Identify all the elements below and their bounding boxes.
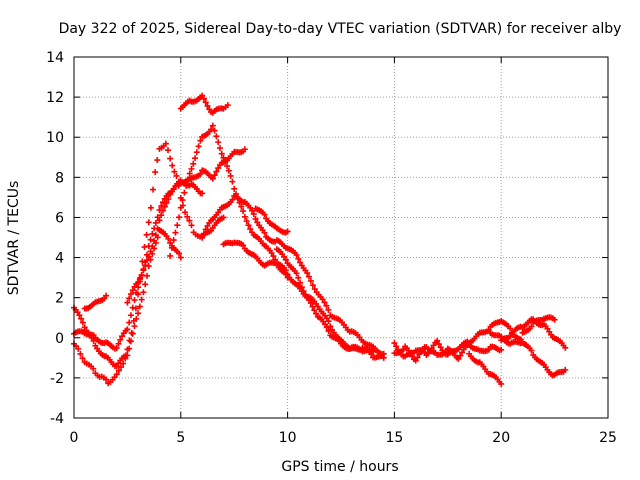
data-point (215, 139, 221, 145)
data-point (142, 281, 148, 287)
y-tick-label: 10 (46, 130, 64, 146)
data-point (165, 147, 171, 153)
data-point (229, 179, 235, 185)
data-point (196, 143, 202, 149)
data-point (154, 157, 160, 163)
x-axis-label: GPS time / hours (281, 459, 398, 475)
y-tick-label: 0 (55, 331, 64, 347)
data-point (140, 289, 146, 295)
y-tick-label: 6 (55, 210, 64, 226)
x-tick-label: 25 (599, 430, 617, 446)
data-point (228, 173, 234, 179)
data-point (141, 244, 147, 250)
x-tick-label: 0 (70, 430, 79, 446)
data-points (71, 93, 568, 387)
grid (74, 57, 608, 418)
data-point (167, 156, 173, 162)
y-tick-label: 12 (46, 90, 64, 106)
data-point (194, 149, 200, 155)
y-tick-label: 14 (46, 50, 64, 66)
y-tick-label: 8 (55, 170, 64, 186)
data-point (213, 133, 219, 139)
y-tick-label: -2 (50, 371, 64, 387)
data-point (217, 145, 223, 151)
data-point (231, 186, 237, 192)
data-series-track-13 (466, 351, 504, 387)
data-point (148, 205, 154, 211)
data-point (172, 230, 178, 236)
data-series-track-17 (82, 293, 109, 312)
y-axis-label: SDTVAR / TECUs (6, 181, 22, 296)
chart-title: Day 322 of 2025, Sidereal Day-to-day VTE… (59, 21, 622, 37)
data-point (169, 163, 175, 169)
data-point (146, 263, 152, 269)
data-series-track-6 (178, 93, 231, 116)
data-point (181, 190, 187, 196)
data-point (192, 155, 198, 161)
data-point (174, 222, 180, 228)
data-point (128, 312, 134, 318)
data-point (146, 219, 152, 225)
axis-ticks: 0 5 10 15 20 25 -4 -2 0 2 4 6 8 10 12 14 (46, 50, 617, 446)
data-series-track-2 (71, 178, 205, 352)
x-tick-label: 5 (176, 430, 185, 446)
y-tick-label: 4 (55, 251, 64, 267)
data-point (167, 253, 173, 259)
x-tick-label: 10 (279, 430, 297, 446)
data-point (132, 323, 138, 329)
data-point (149, 231, 155, 237)
data-point (150, 187, 156, 193)
data-point (129, 330, 135, 336)
data-point (144, 273, 150, 279)
x-tick-label: 15 (385, 430, 403, 446)
data-point (132, 297, 138, 303)
y-tick-label: -4 (50, 411, 64, 427)
plot-frame (74, 57, 608, 418)
sdtvar-chart: Day 322 of 2025, Sidereal Day-to-day VTE… (0, 0, 640, 480)
data-series-track-9 (253, 206, 291, 236)
data-point (152, 169, 158, 175)
y-tick-label: 2 (55, 291, 64, 307)
data-point (144, 232, 150, 238)
x-tick-label: 20 (492, 430, 510, 446)
